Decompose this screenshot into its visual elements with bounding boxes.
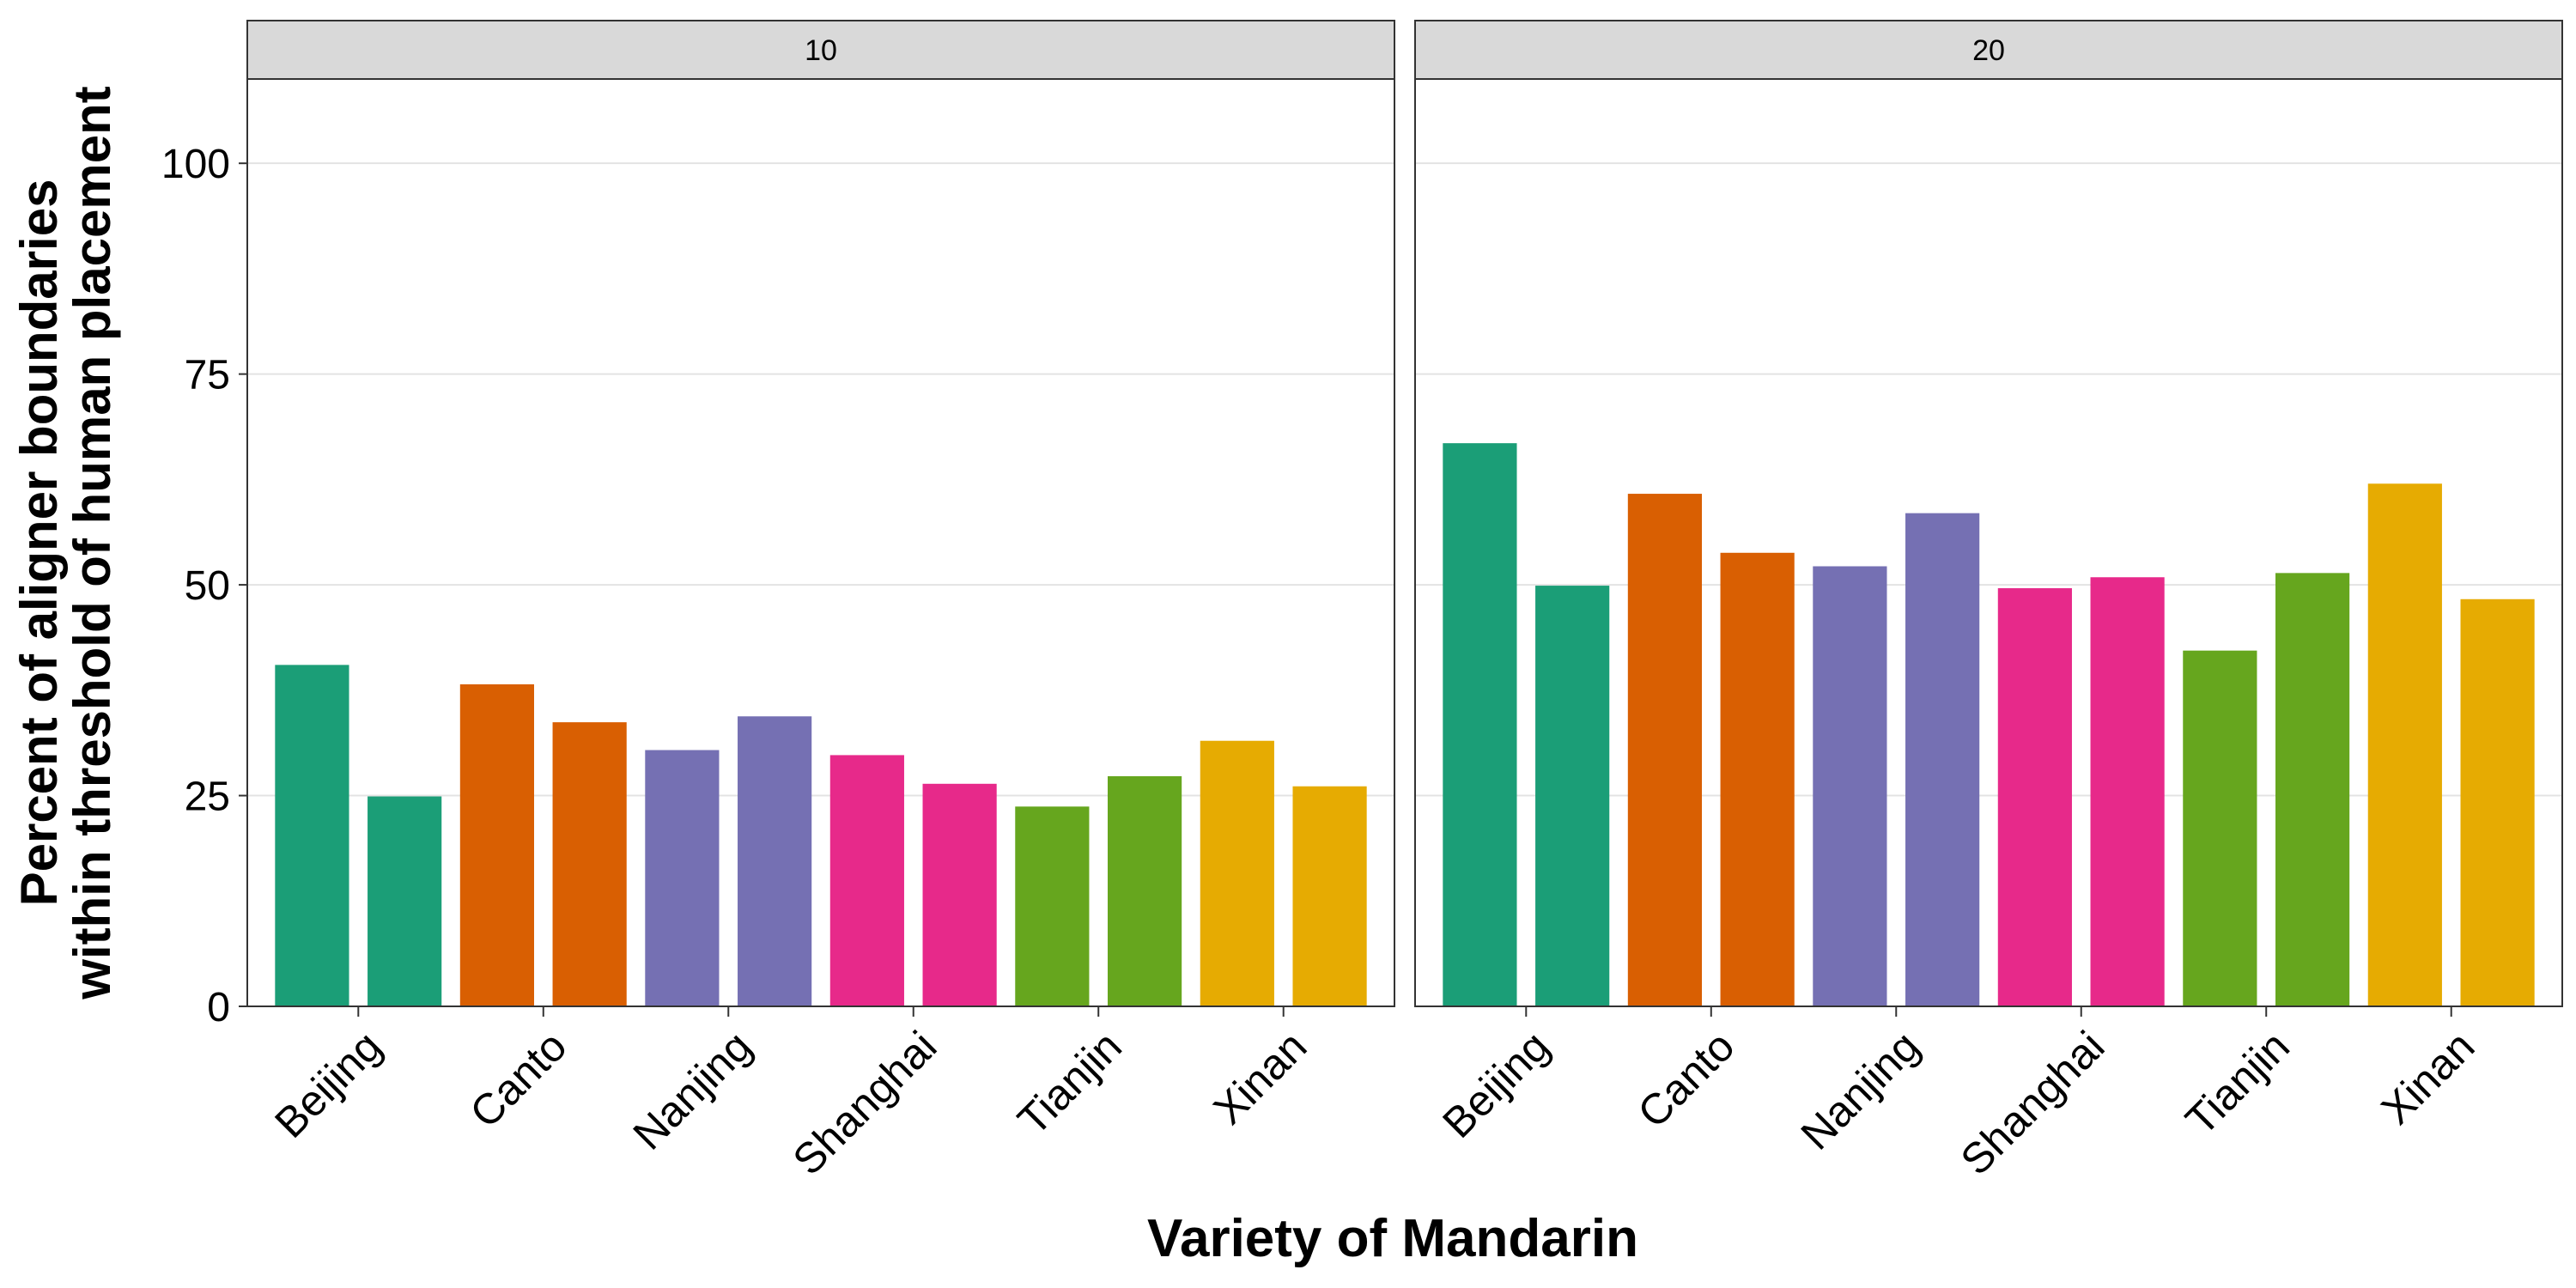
y-tick-label: 0 — [207, 985, 230, 1030]
y-axis-title-line: within threshold of human placement — [64, 86, 121, 999]
bar-shanghai-1 — [1997, 588, 2072, 1006]
bar-nanjing-1 — [645, 750, 720, 1006]
bar-shanghai-1 — [829, 755, 904, 1006]
bar-beijing-1 — [1443, 443, 1517, 1006]
facet-strip — [1414, 20, 2563, 80]
x-tick-label: Xinan — [2372, 1022, 2483, 1133]
bar-nanjing-2 — [1905, 513, 1980, 1006]
facet-strip-label: 10 — [805, 34, 837, 67]
bar-beijing-2 — [1535, 586, 1610, 1006]
x-tick-label: Nanjing — [624, 1022, 761, 1158]
bar-xinan-2 — [2460, 598, 2535, 1006]
y-tick-label: 75 — [185, 353, 230, 398]
facet-panel-10: 10 Beijing Canto Nanjing Shanghai Tianjin Xina… — [246, 20, 1395, 1184]
bar-canto-1 — [1627, 494, 1702, 1006]
y-axis-title-line: Percent of aligner boundaries — [10, 179, 68, 907]
panel-border — [246, 78, 1395, 1007]
bar-xinan-1 — [1200, 740, 1274, 1006]
x-tick-label: Tianjin — [1009, 1022, 1131, 1144]
bar-beijing-2 — [368, 796, 442, 1006]
facet-strip — [246, 20, 1395, 80]
y-tick-label: 50 — [185, 563, 230, 609]
x-tick-label: Beijing — [265, 1022, 391, 1147]
bar-nanjing-2 — [738, 716, 812, 1006]
bar-shanghai-2 — [2090, 577, 2165, 1006]
bar-tianjin-2 — [2275, 573, 2350, 1006]
bar-canto-2 — [1720, 552, 1795, 1006]
panel-border — [1414, 78, 2563, 1007]
bar-tianjin-1 — [2183, 650, 2257, 1006]
x-tick-label: Xinan — [1204, 1022, 1315, 1133]
x-tick-label: Nanjing — [1792, 1022, 1929, 1158]
x-tick-label: Tianjin — [2177, 1022, 2299, 1144]
x-tick-label: Canto — [1629, 1022, 1744, 1137]
facet-strip-label: 20 — [1972, 34, 2005, 67]
bar-tianjin-1 — [1015, 806, 1090, 1006]
y-tick-label: 25 — [185, 775, 230, 820]
bar-xinan-2 — [1292, 786, 1367, 1006]
x-tick-label: Canto — [461, 1022, 576, 1137]
y-tick-label: 100 — [161, 142, 230, 187]
bar-canto-1 — [459, 683, 534, 1006]
bar-tianjin-2 — [1108, 775, 1182, 1006]
bar-beijing-1 — [275, 665, 349, 1006]
facet-panel-20: 20 Beijing Canto Nanjing Shanghai Tianjin Xina… — [1414, 20, 2563, 1184]
bar-canto-2 — [552, 722, 627, 1006]
y-axis-ticks: 0 25 50 75 100 — [161, 142, 247, 1030]
bar-nanjing-1 — [1813, 566, 1887, 1006]
x-tick-label: Beijing — [1433, 1022, 1558, 1147]
x-axis-title: Variety of Mandarin — [1147, 1209, 1638, 1268]
x-tick-label: Shanghai — [1952, 1022, 2114, 1184]
bar-xinan-1 — [2367, 483, 2442, 1006]
x-tick-label: Shanghai — [784, 1022, 946, 1184]
bar-shanghai-2 — [922, 783, 997, 1006]
